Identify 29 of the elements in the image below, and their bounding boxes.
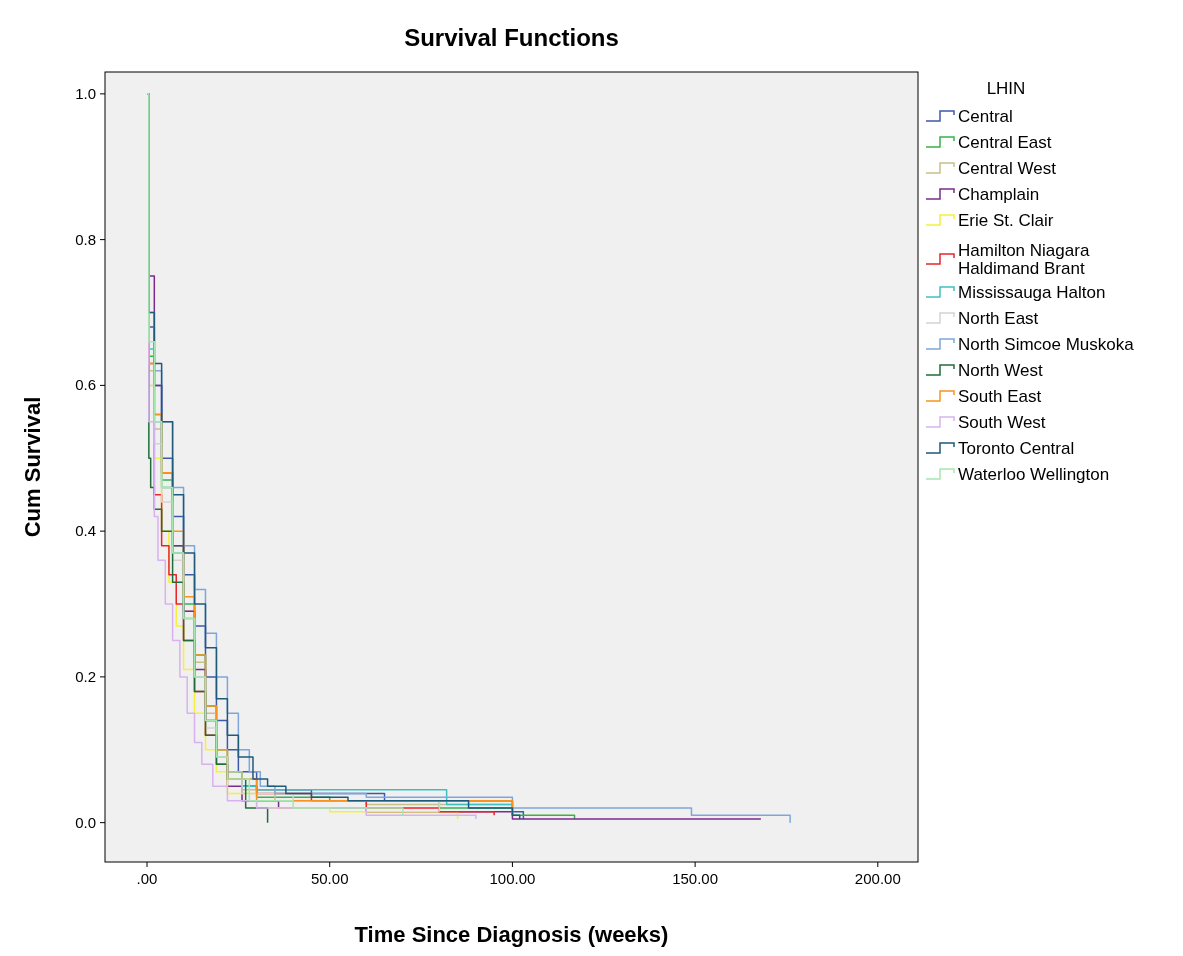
legend-label: Hamilton Niagara Haldimand Brant (958, 241, 1090, 278)
y-tick-label: 0.2 (75, 667, 96, 685)
x-tick-label: 50.00 (310, 870, 349, 887)
y-tick-label: 1.0 (75, 84, 96, 102)
y-axis-title: Cum Survival (20, 396, 45, 538)
x-tick-label: 200.00 (854, 870, 901, 887)
y-tick-label: 0.6 (75, 376, 96, 394)
chart-title: Survival Functions (404, 24, 619, 51)
legend-label: Mississauga Halton (958, 283, 1106, 302)
y-tick-label: 0.0 (75, 813, 96, 831)
x-tick-label: 100.00 (489, 870, 536, 887)
legend-label: Erie St. Clair (958, 211, 1054, 230)
legend-label: South East (958, 387, 1042, 406)
legend-label: Waterloo Wellington (958, 465, 1110, 484)
legend-label: Champlain (958, 185, 1040, 204)
legend-title: LHIN (986, 79, 1026, 98)
legend-label: Central (958, 107, 1013, 126)
legend-label: South West (958, 413, 1046, 432)
legend-label: Central West (958, 159, 1057, 178)
legend-label: North Simcoe Muskoka (958, 335, 1135, 354)
x-tick-label: 150.00 (672, 870, 719, 887)
y-tick-label: 0.8 (75, 230, 96, 248)
legend-label: North East (958, 309, 1039, 328)
x-tick-label: .00 (136, 870, 158, 887)
x-axis-title: Time Since Diagnosis (weeks) (354, 922, 669, 947)
legend-label: Toronto Central (958, 439, 1075, 458)
legend-label: Central East (958, 133, 1052, 152)
y-tick-label: 0.4 (75, 522, 96, 540)
legend-label: North West (958, 361, 1043, 380)
